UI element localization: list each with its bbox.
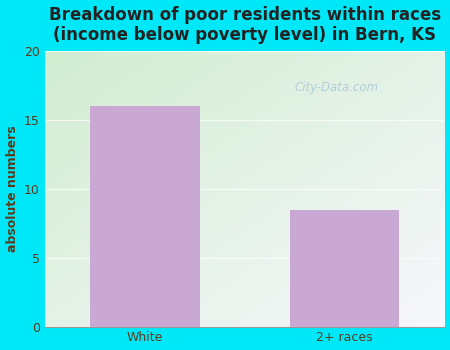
Bar (90, 106, 200, 327)
Text: City-Data.com: City-Data.com (294, 81, 378, 94)
Y-axis label: absolute numbers: absolute numbers (5, 126, 18, 252)
Title: Breakdown of poor residents within races
(income below poverty level) in Bern, K: Breakdown of poor residents within races… (49, 6, 441, 44)
Bar (290, 210, 400, 327)
